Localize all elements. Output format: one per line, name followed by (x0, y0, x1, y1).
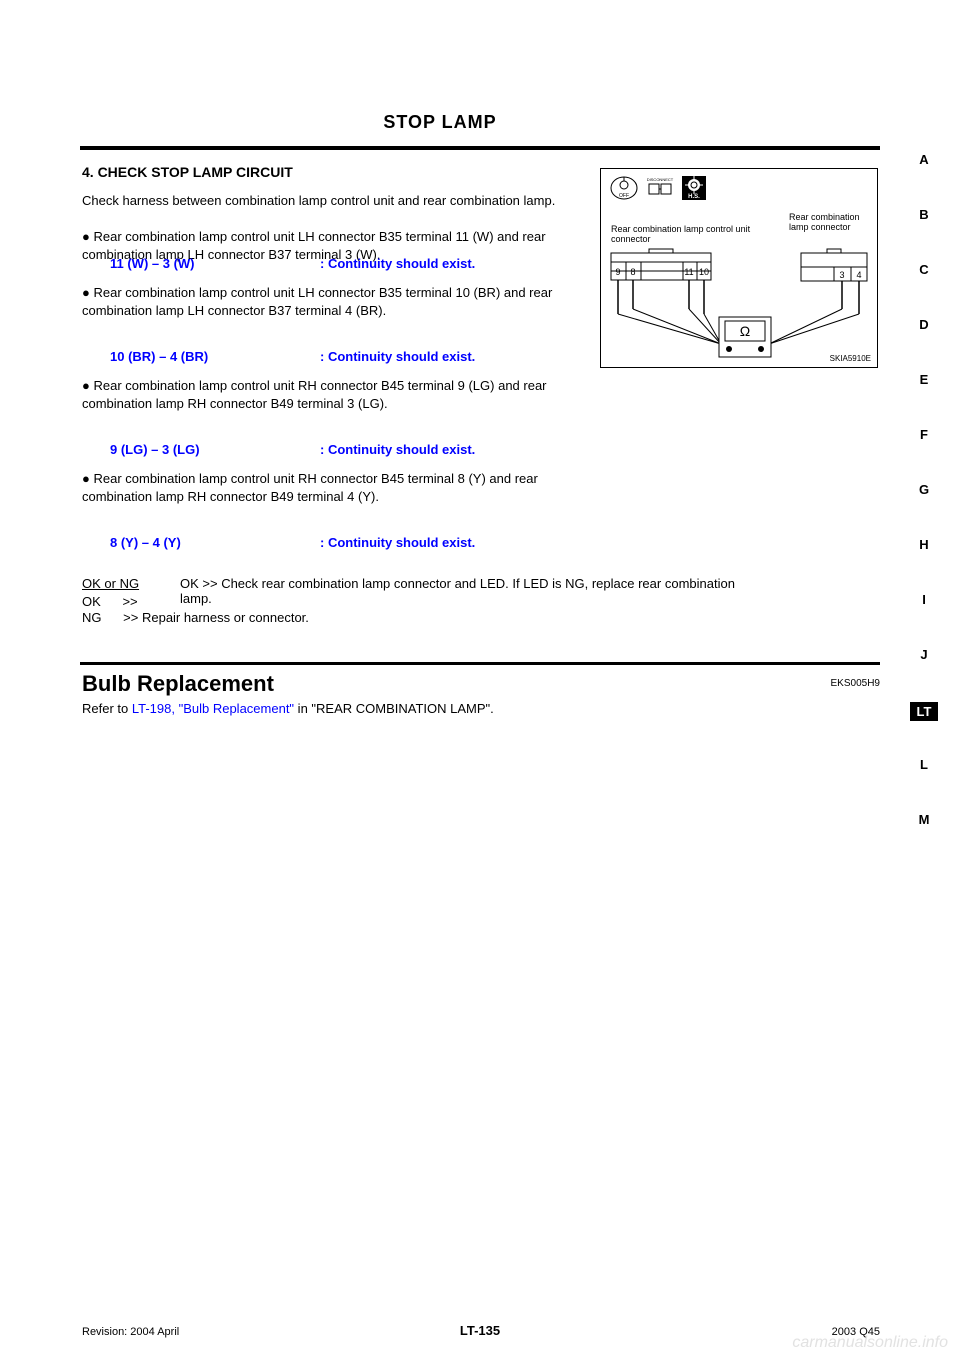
bulb-link[interactable]: LT-198, "Bulb Replacement" (132, 701, 294, 716)
diagram-ref: SKIA5910E (830, 354, 871, 363)
section-tab-a[interactable]: A (910, 152, 938, 167)
svg-text:9: 9 (615, 267, 620, 277)
section-tab-h[interactable]: H (910, 537, 938, 552)
section-tab-i[interactable]: I (910, 592, 938, 607)
divider-mid (80, 662, 880, 665)
bulb-heading: Bulb Replacement (82, 671, 274, 697)
svg-text:8: 8 (630, 267, 635, 277)
ng-result-line (180, 592, 760, 607)
page-title: STOP LAMP (0, 112, 880, 133)
section-tab-d[interactable]: D (910, 317, 938, 332)
watermark: carmanualsonline.info (792, 1334, 948, 1352)
svg-text:4: 4 (856, 270, 861, 280)
continuity-pair-1-right: : Continuity should exist. (320, 256, 475, 271)
section-tab-l[interactable]: L (910, 757, 938, 772)
instruction-line-4: ● Rear combination lamp control unit RH … (82, 377, 582, 412)
continuity-pair-1-left: 11 (W) – 3 (W) (110, 256, 195, 271)
section-tab-lt[interactable]: LT (910, 702, 938, 721)
continuity-pair-3-right: : Continuity should exist. (320, 442, 475, 457)
ok-row: OK >> (82, 594, 138, 609)
continuity-pair-2-left: 10 (BR) – 4 (BR) (110, 349, 208, 364)
wiring-diagram: OFF DISCONNECT H.S. Rear combination lam… (600, 168, 878, 368)
section-tab-j[interactable]: J (910, 647, 938, 662)
svg-text:11: 11 (684, 267, 693, 277)
section-tab-c[interactable]: C (910, 262, 938, 277)
bulb-code: EKS005H9 (831, 678, 880, 689)
svg-text:Ω: Ω (740, 323, 750, 339)
bulb-instruction: Refer to LT-198, "Bulb Replacement" in "… (82, 700, 862, 718)
section-tab-f[interactable]: F (910, 427, 938, 442)
instruction-line-3-text: Rear combination lamp control unit LH co… (82, 285, 552, 318)
divider-top (80, 146, 880, 150)
section-tab-e[interactable]: E (910, 372, 938, 387)
svg-text:10: 10 (699, 267, 709, 277)
section-tab-m[interactable]: M (910, 812, 938, 827)
ng-row: NG >> Repair harness or connector. (82, 610, 309, 625)
continuity-pair-3-left: 9 (LG) – 3 (LG) (110, 442, 200, 457)
instruction-line-3: ● Rear combination lamp control unit LH … (82, 284, 582, 319)
instruction-line-4-text: Rear combination lamp control unit RH co… (82, 378, 547, 411)
ng-text: Repair harness or connector. (142, 610, 309, 625)
diagram-svg: 9 8 11 10 3 4 Ω (601, 169, 879, 369)
continuity-pair-2-right: : Continuity should exist. (320, 349, 475, 364)
continuity-pair-4-right: : Continuity should exist. (320, 535, 475, 550)
section-tab-g[interactable]: G (910, 482, 938, 497)
section-tab-b[interactable]: B (910, 207, 938, 222)
continuity-pair-4-left: 8 (Y) – 4 (Y) (110, 535, 181, 550)
svg-text:3: 3 (839, 270, 844, 280)
instruction-line-5-text: Rear combination lamp control unit RH co… (82, 471, 538, 504)
instruction-line-1: Check harness between combination lamp c… (82, 192, 582, 210)
instruction-line-5: ● Rear combination lamp control unit RH … (82, 470, 582, 505)
ok-ng-label: OK or NG (82, 576, 139, 591)
check-heading: 4. CHECK STOP LAMP CIRCUIT (82, 164, 293, 180)
